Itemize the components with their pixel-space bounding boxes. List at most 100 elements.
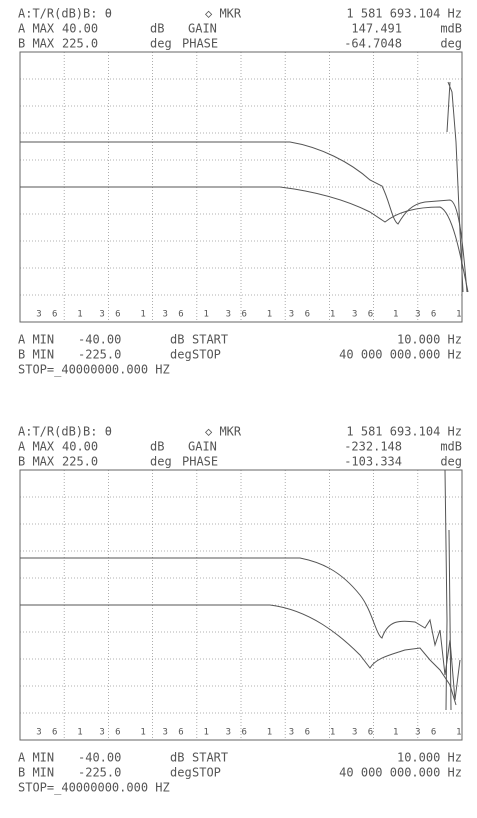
header-text: A MAX <box>18 22 55 36</box>
header-text: 147.491 <box>351 22 402 36</box>
header-text: 40.00 <box>62 440 98 454</box>
footer-text: STOP <box>192 766 221 780</box>
header-text: deg <box>440 37 462 51</box>
footer-text: STOP <box>192 348 221 362</box>
footer-text: 40 000 000.000 Hz <box>339 348 462 362</box>
footer-text: START <box>192 333 228 347</box>
axis-mark: 1 <box>456 728 461 738</box>
axis-mark: 6 <box>178 728 183 738</box>
axis-mark: 6 <box>368 310 373 320</box>
header-text: -232.148 <box>344 440 402 454</box>
footer-text: A MIN <box>18 751 54 765</box>
header-text: dB <box>150 440 164 454</box>
axis-mark: 1 <box>393 728 398 738</box>
footer-text: 10.000 Hz <box>397 333 462 347</box>
footer-text: STOP=_40000000.000 HZ <box>18 363 170 377</box>
header-text: B MAX <box>18 37 55 51</box>
axis-mark: 6 <box>368 728 373 738</box>
header-text: GAIN <box>188 440 217 454</box>
axis-mark: 3 <box>289 310 294 320</box>
axis-mark: 6 <box>115 310 120 320</box>
axis-mark: 3 <box>99 728 104 738</box>
trace <box>20 604 457 706</box>
trace <box>20 186 469 293</box>
axis-mark: 6 <box>431 310 436 320</box>
axis-mark: 6 <box>115 728 120 738</box>
axis-mark: 6 <box>241 728 246 738</box>
axis-mark: 3 <box>352 728 357 738</box>
footer-text: deg <box>170 766 192 780</box>
header-text: mdB <box>440 440 462 454</box>
header-text: B MAX <box>18 455 55 469</box>
header-text: 225.0 <box>62 37 98 51</box>
axis-mark: 3 <box>163 310 168 320</box>
axis-mark: 3 <box>36 728 41 738</box>
trace <box>446 81 464 293</box>
axis-mark: 1 <box>456 310 461 320</box>
header-text: mdB <box>440 22 462 36</box>
footer-text: STOP=_40000000.000 HZ <box>18 781 170 795</box>
axis-mark: 3 <box>163 728 168 738</box>
footer-text: A MIN <box>18 333 54 347</box>
header-text: 1 581 693.104 Hz <box>346 425 462 439</box>
header-text: 1 581 693.104 Hz <box>346 7 462 21</box>
axis-mark: 6 <box>241 310 246 320</box>
footer-text: 40 000 000.000 Hz <box>339 766 462 780</box>
header-text: GAIN <box>188 22 217 36</box>
axis-mark: 1 <box>140 728 145 738</box>
header-text: A:T/R(dB)B: θ <box>18 425 112 439</box>
header-text: -64.7048 <box>344 37 402 51</box>
header-text: ◇ MKR <box>205 425 242 439</box>
axis-mark: 3 <box>36 310 41 320</box>
axis-mark: 6 <box>52 728 57 738</box>
axis-mark: 1 <box>77 310 82 320</box>
axis-mark: 3 <box>415 310 420 320</box>
axis-mark: 6 <box>431 728 436 738</box>
footer-text: B MIN <box>18 348 54 362</box>
trace <box>20 141 468 293</box>
header-text: dB <box>150 22 164 36</box>
axis-mark: 3 <box>352 310 357 320</box>
trace <box>20 557 461 701</box>
header-text: PHASE <box>182 455 218 469</box>
footer-text: -225.0 <box>78 348 121 362</box>
axis-mark: 3 <box>226 310 231 320</box>
axis-mark: 1 <box>140 310 145 320</box>
header-text: deg <box>150 455 172 469</box>
axis-mark: 6 <box>305 728 310 738</box>
axis-mark: 1 <box>267 728 272 738</box>
footer-text: -225.0 <box>78 766 121 780</box>
header-text: deg <box>440 455 462 469</box>
axis-mark: 3 <box>289 728 294 738</box>
axis-mark: 3 <box>99 310 104 320</box>
footer-text: -40.00 <box>78 333 121 347</box>
axis-mark: 1 <box>330 310 335 320</box>
header-text: A MAX <box>18 440 55 454</box>
header-text: 225.0 <box>62 455 98 469</box>
header-text: 40.00 <box>62 22 98 36</box>
axis-mark: 1 <box>204 728 209 738</box>
footer-text: 10.000 Hz <box>397 751 462 765</box>
header-text: PHASE <box>182 37 218 51</box>
footer-text: B MIN <box>18 766 54 780</box>
axis-mark: 1 <box>204 310 209 320</box>
axis-mark: 6 <box>178 310 183 320</box>
header-text: deg <box>150 37 172 51</box>
axis-mark: 6 <box>305 310 310 320</box>
footer-text: START <box>192 751 228 765</box>
footer-text: dB <box>170 333 184 347</box>
axis-mark: 1 <box>77 728 82 738</box>
axis-mark: 3 <box>226 728 231 738</box>
footer-text: deg <box>170 348 192 362</box>
axis-mark: 1 <box>393 310 398 320</box>
header-text: -103.334 <box>344 455 402 469</box>
header-text: A:T/R(dB)B: θ <box>18 7 112 21</box>
trace <box>444 469 452 711</box>
axis-mark: 1 <box>330 728 335 738</box>
header-text: ◇ MKR <box>205 7 242 21</box>
footer-text: dB <box>170 751 184 765</box>
footer-text: -40.00 <box>78 751 121 765</box>
axis-mark: 6 <box>52 310 57 320</box>
axis-mark: 1 <box>267 310 272 320</box>
